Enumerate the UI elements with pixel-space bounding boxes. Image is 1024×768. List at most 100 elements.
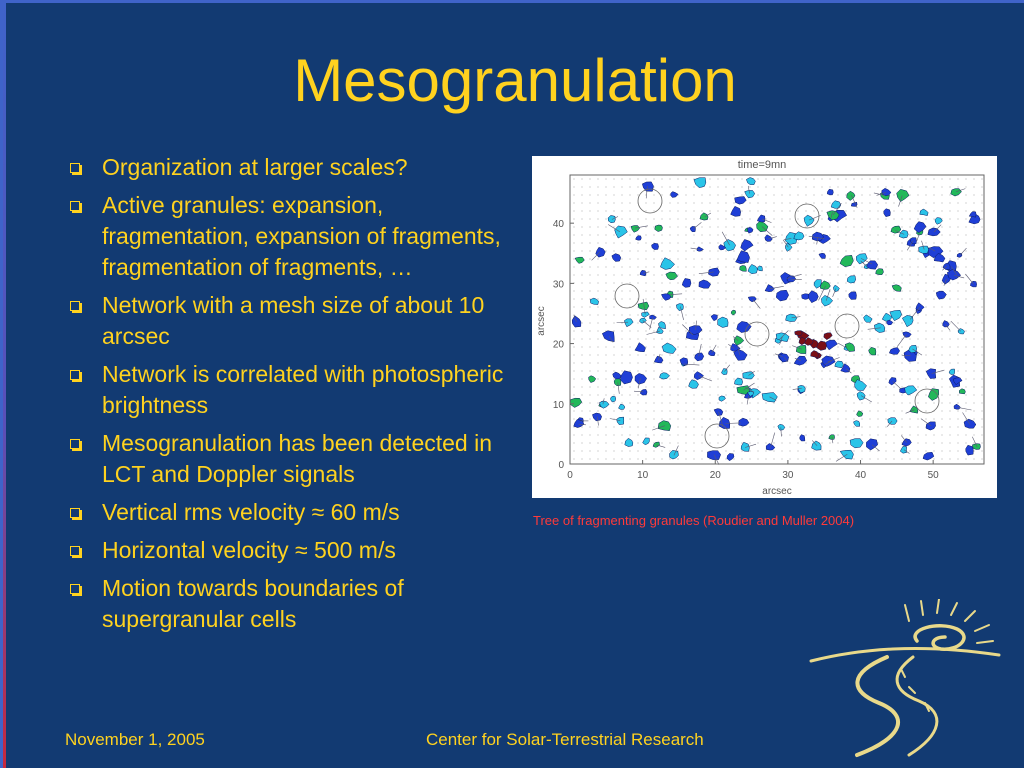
grid-dot <box>861 282 863 284</box>
grid-dot <box>893 306 895 308</box>
grid-dot <box>677 442 679 444</box>
grid-dot <box>821 386 823 388</box>
grid-dot <box>773 314 775 316</box>
grid-dot <box>757 346 759 348</box>
velocity-arrow <box>831 437 834 444</box>
grid-dot <box>941 314 943 316</box>
grid-dot <box>653 258 655 260</box>
velocity-arrow <box>652 425 665 431</box>
grid-dot <box>981 402 983 404</box>
grid-dot <box>893 218 895 220</box>
granule-blob <box>746 177 756 185</box>
grid-dot <box>669 250 671 252</box>
granule-blob <box>909 405 918 414</box>
grid-dot <box>885 450 887 452</box>
grid-dot <box>837 258 839 260</box>
grid-dot <box>861 306 863 308</box>
bullet-text: Active granules: expansion, fragmentatio… <box>102 192 501 280</box>
grid-dot <box>869 410 871 412</box>
velocity-arrow <box>825 289 831 301</box>
grid-dot <box>701 426 703 428</box>
velocity-arrow <box>782 239 789 248</box>
grid-dot <box>965 282 967 284</box>
grid-dot <box>893 298 895 300</box>
grid-dot <box>741 178 743 180</box>
granule-blob <box>676 303 684 312</box>
grid-dot <box>917 218 919 220</box>
grid-dot <box>773 386 775 388</box>
grid-dot <box>621 186 623 188</box>
grid-dot <box>789 378 791 380</box>
grid-dot <box>637 266 639 268</box>
grid-dot <box>797 458 799 460</box>
grid-dot <box>573 362 575 364</box>
grid-dot <box>805 306 807 308</box>
grid-dot <box>757 322 759 324</box>
grid-dot <box>693 434 695 436</box>
grid-dot <box>805 290 807 292</box>
grid-dot <box>901 410 903 412</box>
grid-dot <box>581 330 583 332</box>
grid-dot <box>621 266 623 268</box>
grid-dot <box>869 386 871 388</box>
grid-dot <box>797 226 799 228</box>
grid-dot <box>717 178 719 180</box>
grid-dot <box>869 354 871 356</box>
grid-dot <box>757 418 759 420</box>
grid-dot <box>877 370 879 372</box>
grid-dot <box>597 210 599 212</box>
grid-dot <box>941 434 943 436</box>
granule-blob <box>595 246 606 258</box>
grid-dot <box>957 362 959 364</box>
grid-dot <box>693 354 695 356</box>
grid-dot <box>605 282 607 284</box>
grid-dot <box>717 226 719 228</box>
grid-dot <box>845 250 847 252</box>
grid-dot <box>661 242 663 244</box>
velocity-arrow <box>845 368 852 374</box>
grid-dot <box>765 210 767 212</box>
bullet-text: Motion towards boundaries of supergranul… <box>102 575 404 632</box>
grid-dot <box>773 330 775 332</box>
grid-dot <box>701 458 703 460</box>
grid-dot <box>581 386 583 388</box>
grid-dot <box>845 386 847 388</box>
grid-dot <box>917 354 919 356</box>
y-tick-label: 40 <box>553 219 565 230</box>
grid-dot <box>893 210 895 212</box>
velocity-arrow <box>645 185 648 199</box>
grid-dot <box>941 394 943 396</box>
y-tick-label: 0 <box>558 460 564 471</box>
grid-dot <box>965 194 967 196</box>
grid-dot <box>885 426 887 428</box>
grid-dot <box>669 178 671 180</box>
grid-dot <box>605 362 607 364</box>
grid-dot <box>861 218 863 220</box>
grid-dot <box>973 250 975 252</box>
grid-dot <box>965 378 967 380</box>
grid-dot <box>685 322 687 324</box>
grid-dot <box>773 370 775 372</box>
grid-dot <box>645 362 647 364</box>
grid-dot <box>941 442 943 444</box>
granule-blob <box>642 437 650 446</box>
grid-dot <box>589 338 591 340</box>
grid-dot <box>653 426 655 428</box>
grid-dot <box>613 234 615 236</box>
grid-dot <box>965 298 967 300</box>
grid-dot <box>677 330 679 332</box>
grid-dot <box>741 362 743 364</box>
grid-dot <box>581 194 583 196</box>
grid-dot <box>653 234 655 236</box>
grid-dot <box>805 362 807 364</box>
grid-dot <box>813 402 815 404</box>
grid-dot <box>845 234 847 236</box>
grid-dot <box>917 250 919 252</box>
grid-dot <box>597 450 599 452</box>
grid-dot <box>965 210 967 212</box>
grid-dot <box>701 386 703 388</box>
grid-dot <box>685 354 687 356</box>
grid-dot <box>573 418 575 420</box>
grid-dot <box>653 410 655 412</box>
